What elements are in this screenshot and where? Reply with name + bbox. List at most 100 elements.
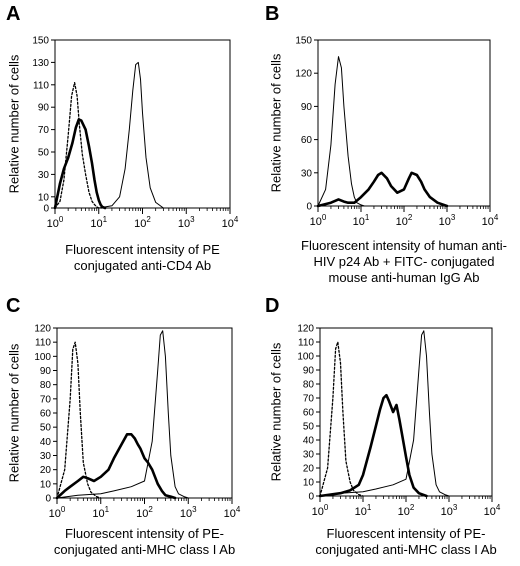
y-tick-label: 60 bbox=[301, 135, 313, 146]
histogram-thick bbox=[55, 432, 177, 500]
y-tick-label: 10 bbox=[38, 192, 50, 203]
y-tick-label: 110 bbox=[35, 338, 51, 349]
y-tick-label: 10 bbox=[303, 478, 315, 489]
y-tick-label: 100 bbox=[34, 352, 51, 363]
x-tick-exponent: 4 bbox=[236, 505, 241, 514]
y-tick-label: 120 bbox=[295, 69, 312, 80]
x-tick-exponent: 3 bbox=[192, 505, 197, 514]
x-tick-base: 10 bbox=[310, 216, 322, 228]
x-tick-label: 103 bbox=[439, 213, 456, 228]
x-tick-base: 10 bbox=[355, 506, 367, 518]
y-tick-label: 60 bbox=[40, 409, 52, 420]
x-axis-label-line: Fluorescent intensity of PE- bbox=[65, 526, 224, 541]
y-tick-label: 30 bbox=[301, 168, 313, 179]
x-tick-base: 10 bbox=[136, 508, 148, 520]
histogram-thick bbox=[53, 118, 107, 210]
y-tick-label: 50 bbox=[303, 422, 315, 433]
x-tick-base: 10 bbox=[180, 508, 192, 520]
panel-letter: D bbox=[265, 295, 279, 317]
x-tick-exponent: 3 bbox=[190, 215, 195, 224]
y-tick-label: 20 bbox=[40, 465, 52, 476]
y-tick-label: 120 bbox=[297, 324, 314, 335]
x-tick-exponent: 1 bbox=[105, 505, 110, 514]
y-tick-label: 100 bbox=[297, 352, 314, 363]
x-tick-exponent: 0 bbox=[324, 503, 329, 512]
x-tick-label: 102 bbox=[398, 503, 415, 518]
x-tick-label: 102 bbox=[136, 505, 153, 520]
x-tick-base: 10 bbox=[49, 508, 61, 520]
x-tick-exponent: 3 bbox=[453, 503, 458, 512]
panel-letter: C bbox=[6, 295, 20, 317]
plot-frame bbox=[56, 327, 233, 499]
histogram-thick bbox=[316, 171, 449, 208]
y-tick-label: 30 bbox=[40, 451, 52, 462]
x-tick-label: 101 bbox=[353, 213, 370, 228]
histogram-thin bbox=[317, 56, 370, 207]
x-tick-base: 10 bbox=[90, 218, 102, 230]
y-axis-label: Relative number of cells bbox=[7, 343, 22, 482]
x-tick-exponent: 3 bbox=[451, 213, 456, 222]
x-tick-label: 104 bbox=[224, 505, 241, 520]
x-tick-base: 10 bbox=[484, 506, 496, 518]
x-tick-base: 10 bbox=[482, 216, 494, 228]
histogram-dotted bbox=[56, 341, 102, 499]
x-tick-label: 101 bbox=[90, 215, 107, 230]
y-tick-label: 30 bbox=[303, 450, 315, 461]
x-tick-base: 10 bbox=[396, 216, 408, 228]
y-tick-label: 40 bbox=[303, 436, 315, 447]
y-tick-label: 70 bbox=[303, 394, 315, 405]
x-tick-base: 10 bbox=[224, 508, 236, 520]
x-tick-base: 10 bbox=[312, 506, 324, 518]
x-tick-base: 10 bbox=[134, 218, 146, 230]
histogram-dotted bbox=[319, 341, 364, 497]
x-tick-label: 104 bbox=[222, 215, 239, 230]
x-tick-base: 10 bbox=[92, 508, 104, 520]
y-tick-label: 150 bbox=[295, 36, 312, 47]
x-tick-exponent: 1 bbox=[365, 213, 370, 222]
x-tick-exponent: 2 bbox=[148, 505, 153, 514]
x-tick-label: 100 bbox=[47, 215, 64, 230]
histogram-thin bbox=[98, 61, 164, 209]
x-tick-exponent: 2 bbox=[408, 213, 413, 222]
y-tick-label: 120 bbox=[34, 324, 51, 335]
histogram-thin bbox=[319, 330, 450, 497]
y-tick-label: 90 bbox=[303, 366, 315, 377]
x-axis-label-line: conjugated anti-CD4 Ab bbox=[74, 258, 211, 273]
x-tick-label: 104 bbox=[484, 503, 501, 518]
y-tick-label: 90 bbox=[40, 366, 52, 377]
y-axis-label: Relative number of cells bbox=[269, 53, 284, 192]
x-tick-exponent: 2 bbox=[410, 503, 415, 512]
x-tick-exponent: 4 bbox=[234, 215, 239, 224]
y-tick-label: 50 bbox=[40, 423, 52, 434]
x-tick-label: 100 bbox=[310, 213, 327, 228]
y-tick-label: 110 bbox=[33, 80, 49, 91]
y-tick-label: 80 bbox=[303, 380, 315, 391]
x-tick-label: 100 bbox=[49, 505, 66, 520]
x-tick-label: 102 bbox=[396, 213, 413, 228]
x-axis-label-line: Fluorescent intensity of PE bbox=[65, 242, 220, 257]
y-tick-label: 110 bbox=[298, 338, 314, 349]
x-tick-base: 10 bbox=[398, 506, 410, 518]
y-tick-label: 70 bbox=[38, 125, 50, 136]
y-tick-label: 90 bbox=[38, 103, 50, 114]
x-axis-label-line: Fluorescent intensity of PE- bbox=[327, 526, 486, 541]
panel-letter: B bbox=[265, 3, 279, 25]
x-tick-base: 10 bbox=[47, 218, 59, 230]
x-tick-exponent: 1 bbox=[103, 215, 108, 224]
y-tick-label: 20 bbox=[303, 464, 315, 475]
x-axis-label-line: Fluorescent intensity of human anti- bbox=[301, 238, 507, 253]
x-tick-label: 103 bbox=[441, 503, 458, 518]
y-tick-label: 60 bbox=[303, 408, 315, 419]
y-tick-label: 0 bbox=[43, 204, 49, 215]
x-tick-label: 103 bbox=[180, 505, 197, 520]
x-tick-exponent: 0 bbox=[61, 505, 66, 514]
y-tick-label: 130 bbox=[32, 58, 49, 69]
y-axis-label: Relative number of cells bbox=[269, 342, 284, 481]
x-tick-exponent: 4 bbox=[494, 213, 499, 222]
x-tick-exponent: 4 bbox=[496, 503, 501, 512]
